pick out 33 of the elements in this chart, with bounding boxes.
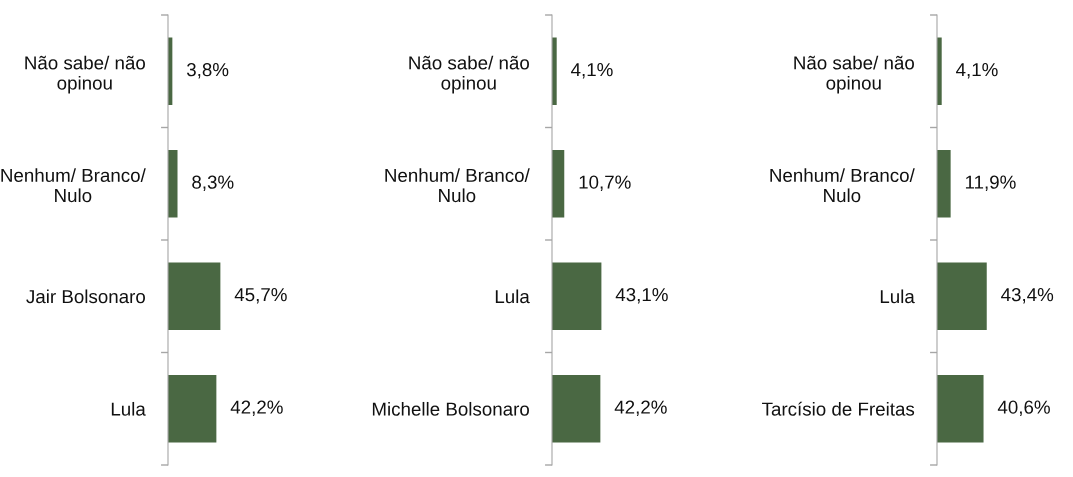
data-label: 11,9% [965, 175, 1016, 191]
y-tick-label: Nenhum/ Branco/ Nulo [385, 168, 530, 203]
data-label: 4,1% [571, 63, 613, 79]
data-label: 42,2% [230, 400, 283, 416]
bar [552, 150, 565, 218]
data-label: 43,4% [1001, 288, 1054, 304]
data-label: 8,3% [192, 175, 234, 191]
bar [552, 375, 601, 443]
bar [168, 150, 178, 218]
bar [937, 375, 984, 443]
y-tick-label: Lula [880, 289, 915, 304]
data-label: 10,7% [579, 175, 631, 191]
data-label: 42,2% [614, 400, 667, 416]
data-label: 3,8% [186, 63, 229, 79]
y-tick-label: Lula [495, 289, 530, 304]
y-tick-label: Não sabe/ não opinou [25, 55, 145, 94]
data-label: 40,6% [997, 400, 1050, 416]
y-tick-label: Nenhum/ Branco/ Nulo [1, 168, 146, 203]
y-tick-label: Michelle Bolsonaro [372, 401, 529, 416]
y-tick-label: Nenhum/ Branco/ Nulo [770, 168, 915, 203]
data-label: 4,1% [956, 63, 998, 79]
data-label: 43,1% [615, 288, 668, 304]
data-label: 45,7% [234, 288, 287, 304]
bar [937, 262, 987, 330]
bar [168, 262, 221, 330]
y-tick-label: Jair Bolsonaro [26, 289, 145, 304]
y-tick-label: Não sabe/ não opinou [409, 55, 529, 94]
bar [937, 150, 951, 218]
y-tick-label: Lula [111, 401, 146, 416]
bar [168, 375, 217, 443]
bar [552, 262, 602, 330]
y-tick-label: Tarcísio de Freitas [762, 401, 915, 416]
y-tick-label: Não sabe/ não opinou [794, 55, 914, 94]
